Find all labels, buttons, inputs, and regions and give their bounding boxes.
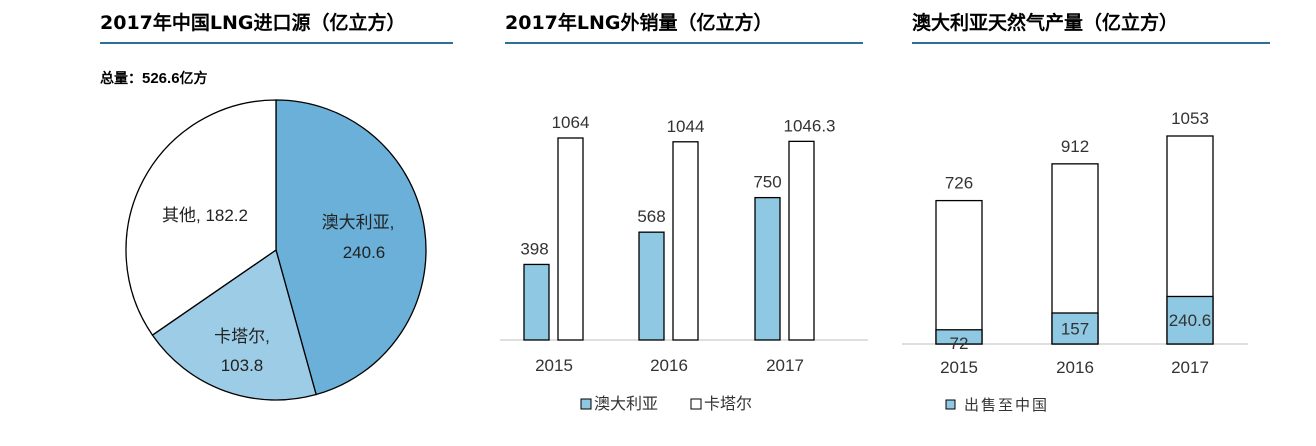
legend-swatch-australia xyxy=(580,398,592,410)
bar xyxy=(672,141,699,341)
pie-total: 总量：526.6亿方 xyxy=(100,68,208,88)
pie-slice-label: 其他, 182.2 xyxy=(162,206,248,225)
bar-value-label: 568 xyxy=(637,207,665,226)
bar-total xyxy=(935,199,983,345)
bar xyxy=(523,263,550,341)
bar-value-label: 750 xyxy=(753,173,781,192)
pie-slice xyxy=(151,248,317,401)
pie-slice-value: 240.6 xyxy=(343,243,386,262)
legend-label-qatar: 卡塔尔 xyxy=(704,395,752,413)
bar-segment-label: 72 xyxy=(950,334,969,353)
stack-title-rule xyxy=(912,42,1270,44)
bar-value-label: 1046.3 xyxy=(784,116,836,135)
bar xyxy=(557,137,584,341)
bar-segment-label: 240.6 xyxy=(1169,311,1212,330)
pie-total-unit: 亿方 xyxy=(179,71,208,87)
x-tick-label: 2016 xyxy=(650,356,688,375)
bar-segment-china xyxy=(1166,295,1214,345)
pie-chart-title: 2017年中国LNG进口源（亿立方） xyxy=(100,12,406,34)
bar-total-label: 726 xyxy=(945,174,973,193)
pie-slice-value: 103.8 xyxy=(221,356,264,375)
bar-segment-china xyxy=(1051,312,1099,345)
pie-slice xyxy=(125,99,277,336)
x-tick-label: 2015 xyxy=(940,358,978,377)
bar-value-label: 1064 xyxy=(552,113,590,132)
legend-label-australia: 澳大利亚 xyxy=(594,395,658,413)
x-tick-label: 2017 xyxy=(1171,358,1209,377)
pie-total-value: 526.6 xyxy=(142,70,180,87)
bar xyxy=(788,140,815,341)
x-tick-label: 2015 xyxy=(535,356,573,375)
x-tick-label: 2016 xyxy=(1056,358,1094,377)
bar-chart-title: 2017年LNG外销量（亿立方） xyxy=(505,12,773,34)
pie-slice-label: 澳大利亚, xyxy=(322,213,395,232)
bar xyxy=(754,196,781,341)
bar-title-rule xyxy=(505,42,863,44)
bar xyxy=(638,231,665,341)
bar-segment-label: 157 xyxy=(1061,319,1089,338)
bar-value-label: 398 xyxy=(520,239,548,258)
legend-swatch-china xyxy=(945,399,956,410)
legend-swatch-qatar xyxy=(690,398,702,410)
bar-value-label: 1044 xyxy=(667,117,705,136)
stack-chart-title: 澳大利亚天然气产量（亿立方） xyxy=(912,12,1179,34)
pie-total-label: 总量： xyxy=(100,71,142,87)
bar-total-label: 1053 xyxy=(1171,109,1209,128)
pie-title-rule xyxy=(100,42,453,44)
pie-slice xyxy=(275,99,427,396)
pie-slice-label: 卡塔尔, xyxy=(214,327,270,346)
bar-segment-china xyxy=(935,329,983,345)
x-tick-label: 2017 xyxy=(766,356,804,375)
legend-label-china: 出售至中国 xyxy=(964,397,1049,414)
bar-total-label: 912 xyxy=(1061,137,1089,156)
